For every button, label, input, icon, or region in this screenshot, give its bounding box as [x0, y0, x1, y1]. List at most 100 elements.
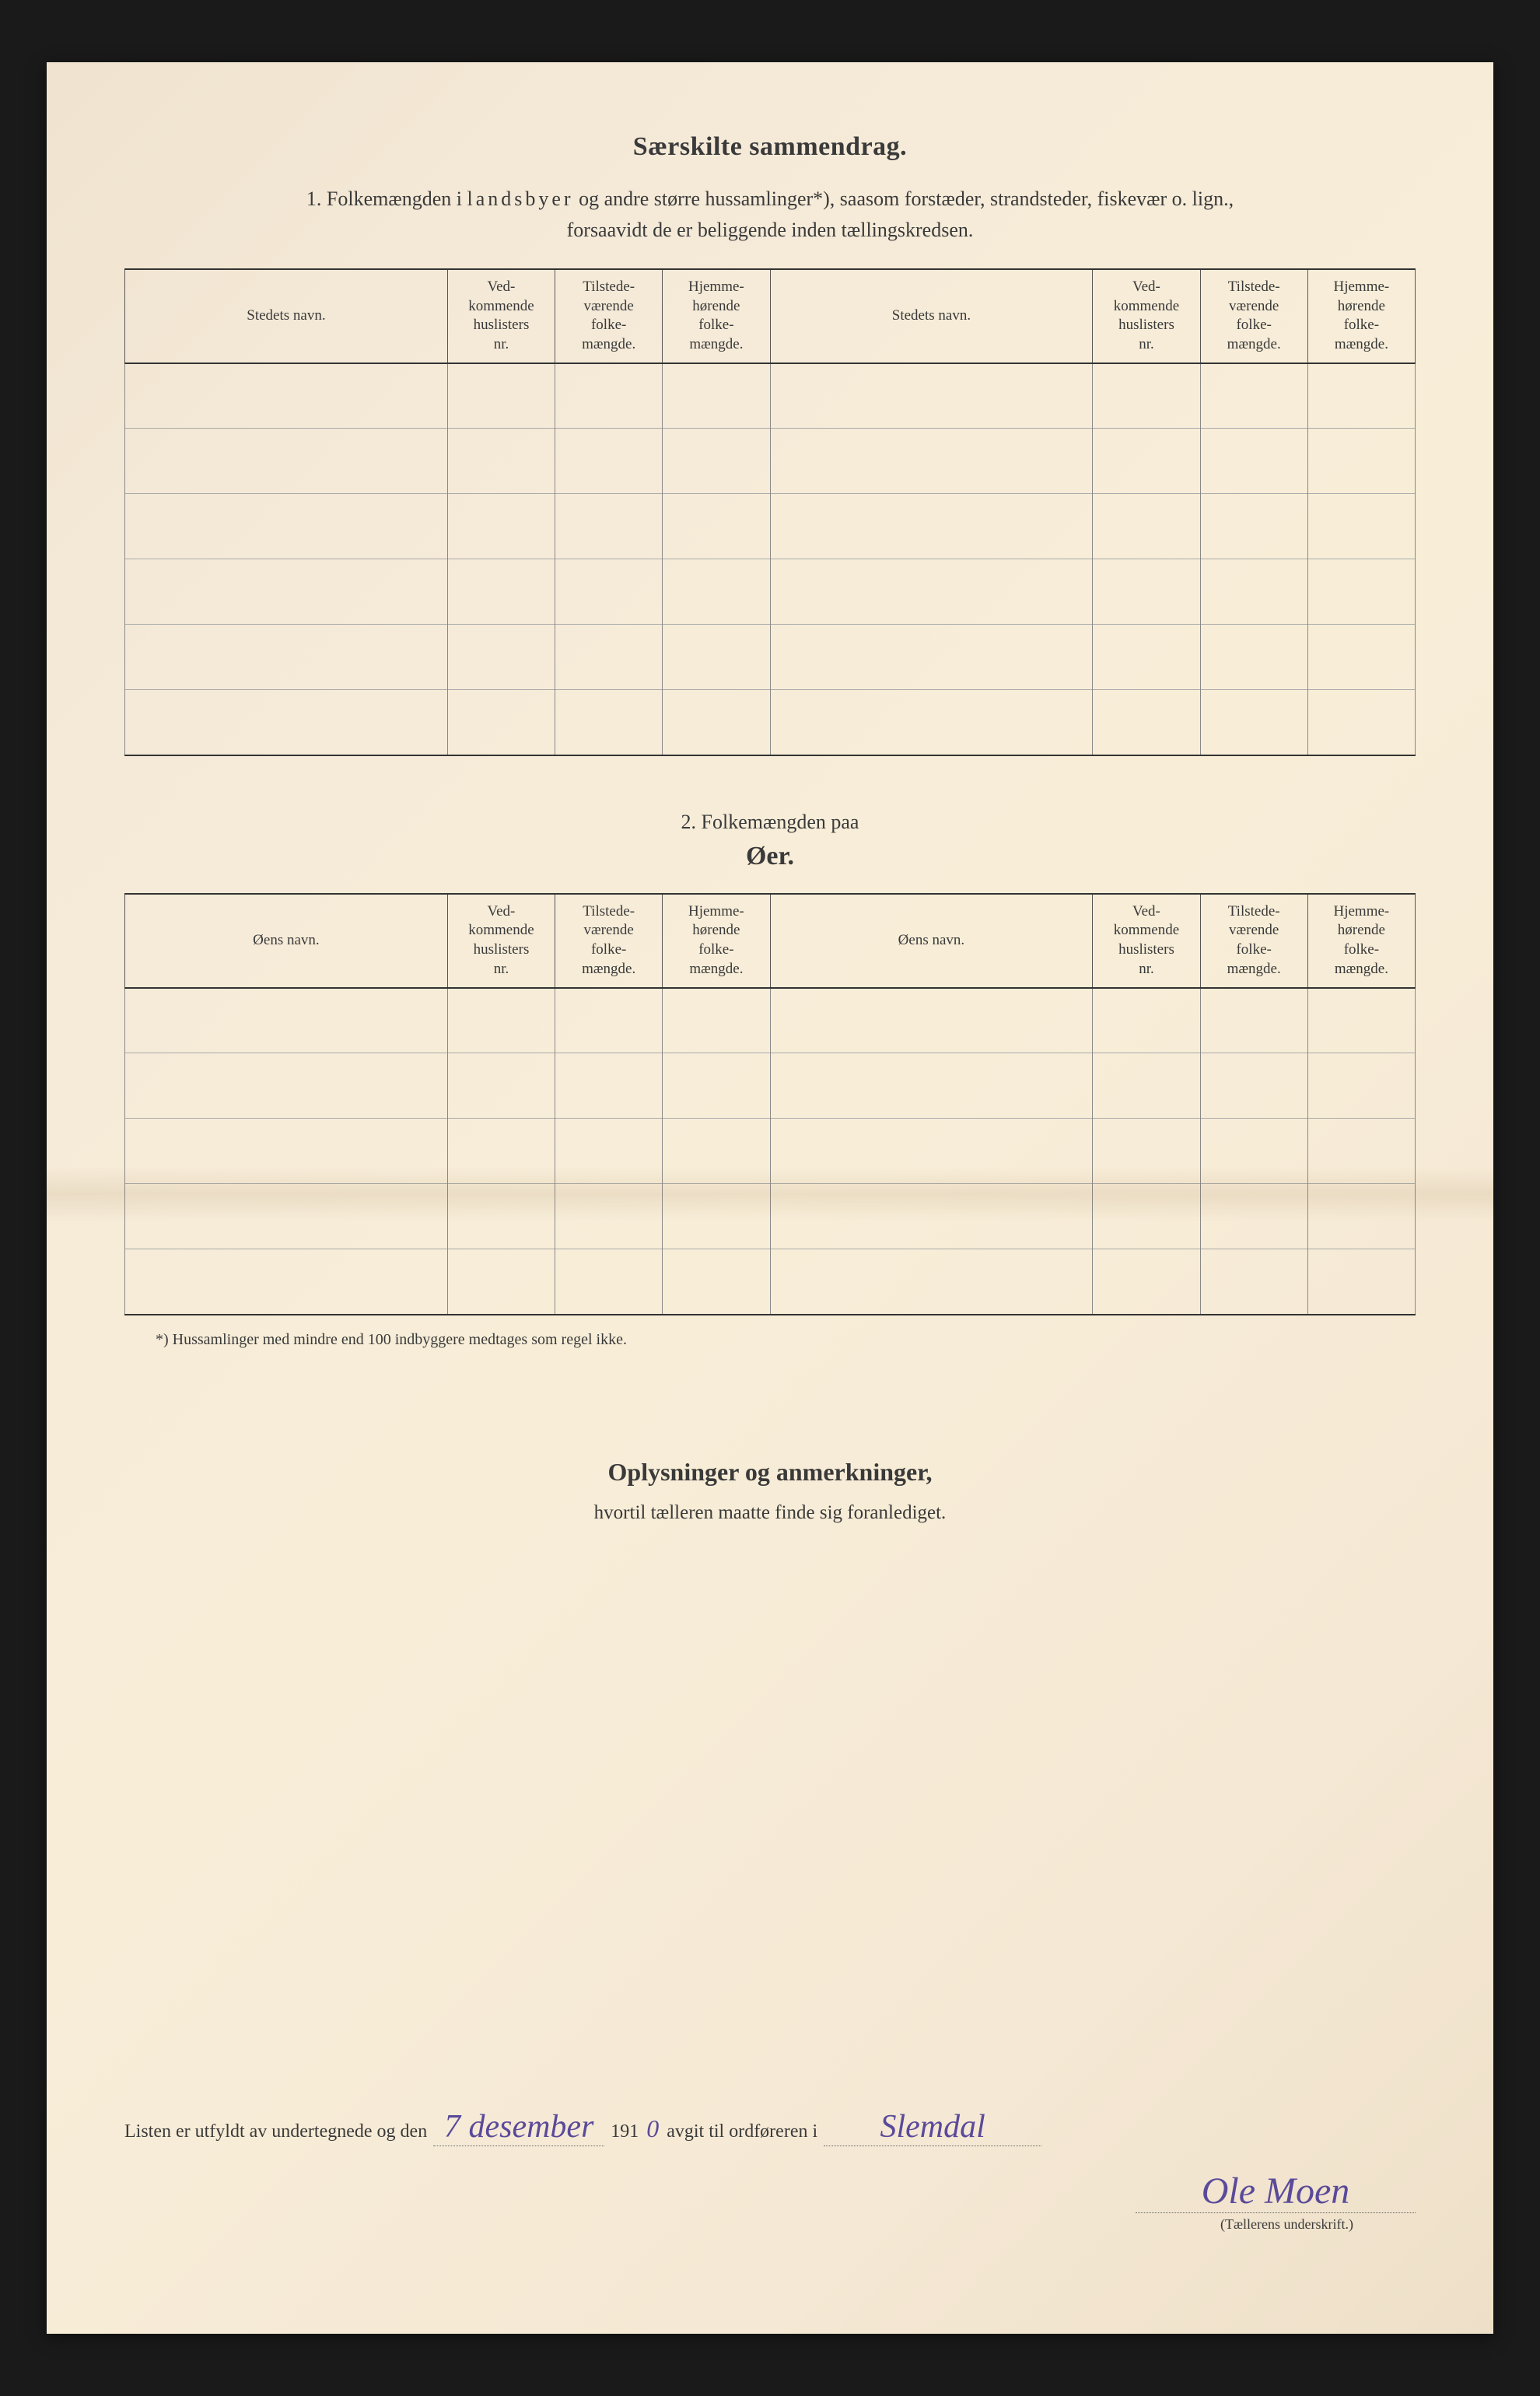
table-row: [125, 1053, 1416, 1119]
col-name-right: Stedets navn.: [770, 269, 1093, 363]
table-row: [125, 988, 1416, 1053]
section3-sub: hvortil tælleren maatte finde sig foranl…: [124, 1502, 1416, 1524]
col2-hjemme-left: Hjemme- hørende folke- mængde.: [663, 894, 770, 988]
table-2: Øens navn. Ved- kommende huslisters nr. …: [124, 893, 1416, 1315]
table-cell: [1093, 1119, 1200, 1184]
table-cell: [663, 988, 770, 1053]
section1-line2: forsaavidt de er beliggende inden tællin…: [124, 219, 1416, 242]
main-title: Særskilte sammendrag.: [124, 132, 1416, 162]
sig-text-after: avgit til ordføreren i: [667, 2121, 817, 2142]
table-row: [125, 363, 1416, 429]
col2-name-left: Øens navn.: [125, 894, 448, 988]
table-cell: [1200, 988, 1307, 1053]
table-cell: [555, 494, 663, 559]
col-huslisters-left: Ved- kommende huslisters nr.: [447, 269, 555, 363]
table-cell: [447, 1184, 555, 1249]
table-cell: [663, 1184, 770, 1249]
table-cell: [1307, 625, 1415, 690]
table-cell: [1307, 363, 1415, 429]
table-cell: [125, 988, 448, 1053]
table-cell: [770, 1249, 1093, 1315]
table-row: [125, 559, 1416, 625]
table-cell: [125, 429, 448, 494]
col2-hjemme-right: Hjemme- hørende folke- mængde.: [1307, 894, 1415, 988]
table-cell: [555, 988, 663, 1053]
col-hjemme-left: Hjemme- hørende folke- mængde.: [663, 269, 770, 363]
table-cell: [1093, 988, 1200, 1053]
table-cell: [1200, 429, 1307, 494]
table-row: [125, 1184, 1416, 1249]
col-hjemme-right: Hjemme- hørende folke- mængde.: [1307, 269, 1415, 363]
table-1: Stedets navn. Ved- kommende huslisters n…: [124, 268, 1416, 756]
table-cell: [125, 1119, 448, 1184]
table-cell: [1200, 494, 1307, 559]
table-cell: [447, 1119, 555, 1184]
table-cell: [1307, 1249, 1415, 1315]
table-cell: [447, 625, 555, 690]
table-1-body: [125, 363, 1416, 755]
table-cell: [770, 988, 1093, 1053]
section1-line1: 1. Folkemængden i landsbyer og andre stø…: [124, 184, 1416, 214]
table-cell: [555, 690, 663, 755]
table-cell: [125, 494, 448, 559]
table-row: [125, 494, 1416, 559]
table-cell: [770, 625, 1093, 690]
table-row: [125, 1249, 1416, 1315]
col-tilstede-right: Tilstede- værende folke- mængde.: [1200, 269, 1307, 363]
table-cell: [1307, 559, 1415, 625]
table-cell: [663, 1119, 770, 1184]
table-cell: [447, 429, 555, 494]
col2-tilstede-right: Tilstede- værende folke- mængde.: [1200, 894, 1307, 988]
table-cell: [555, 1249, 663, 1315]
table-cell: [125, 363, 448, 429]
col-tilstede-left: Tilstede- værende folke- mængde.: [555, 269, 663, 363]
table-cell: [1093, 625, 1200, 690]
table-cell: [125, 1249, 448, 1315]
col2-name-right: Øens navn.: [770, 894, 1093, 988]
table-cell: [663, 690, 770, 755]
table-1-header-row: Stedets navn. Ved- kommende huslisters n…: [125, 269, 1416, 363]
sig-place-handwritten: Slemdal: [824, 2108, 1041, 2146]
sig-date-handwritten: 7 desember: [433, 2108, 604, 2146]
table-cell: [1307, 1119, 1415, 1184]
table-cell: [1093, 1249, 1200, 1315]
table-cell: [125, 1184, 448, 1249]
table-cell: [555, 429, 663, 494]
signature-name-row: Ole Moen: [124, 2170, 1416, 2213]
table-cell: [1093, 1184, 1200, 1249]
table-cell: [447, 494, 555, 559]
table-cell: [663, 1053, 770, 1119]
table-cell: [1200, 625, 1307, 690]
col-name-left: Stedets navn.: [125, 269, 448, 363]
table-cell: [1093, 1053, 1200, 1119]
col2-huslisters-right: Ved- kommende huslisters nr.: [1093, 894, 1200, 988]
table-cell: [555, 1184, 663, 1249]
table-cell: [447, 559, 555, 625]
table-cell: [663, 429, 770, 494]
table-cell: [1200, 1053, 1307, 1119]
signature-line: Listen er utfyldt av undertegnede og den…: [124, 2108, 1416, 2146]
table-cell: [1093, 363, 1200, 429]
table-cell: [663, 494, 770, 559]
signature-caption: (Tællerens underskrift.): [124, 2216, 1416, 2233]
table-cell: [125, 559, 448, 625]
section3-title: Oplysninger og anmerkninger,: [124, 1458, 1416, 1487]
table-2-body: [125, 988, 1416, 1315]
table-cell: [770, 429, 1093, 494]
table-cell: [663, 1249, 770, 1315]
section2-lead: 2. Folkemængden paa: [124, 811, 1416, 834]
col-huslisters-right: Ved- kommende huslisters nr.: [1093, 269, 1200, 363]
table-2-header-row: Øens navn. Ved- kommende huslisters nr. …: [125, 894, 1416, 988]
table-cell: [1200, 1184, 1307, 1249]
line1-prefix: 1. Folkemængden i: [306, 187, 467, 210]
table-row: [125, 625, 1416, 690]
table-cell: [770, 690, 1093, 755]
table-cell: [1200, 1249, 1307, 1315]
table-cell: [770, 363, 1093, 429]
table-cell: [1307, 429, 1415, 494]
table-cell: [1200, 690, 1307, 755]
table-cell: [1093, 690, 1200, 755]
table-cell: [1307, 494, 1415, 559]
table-cell: [555, 559, 663, 625]
table-cell: [663, 363, 770, 429]
